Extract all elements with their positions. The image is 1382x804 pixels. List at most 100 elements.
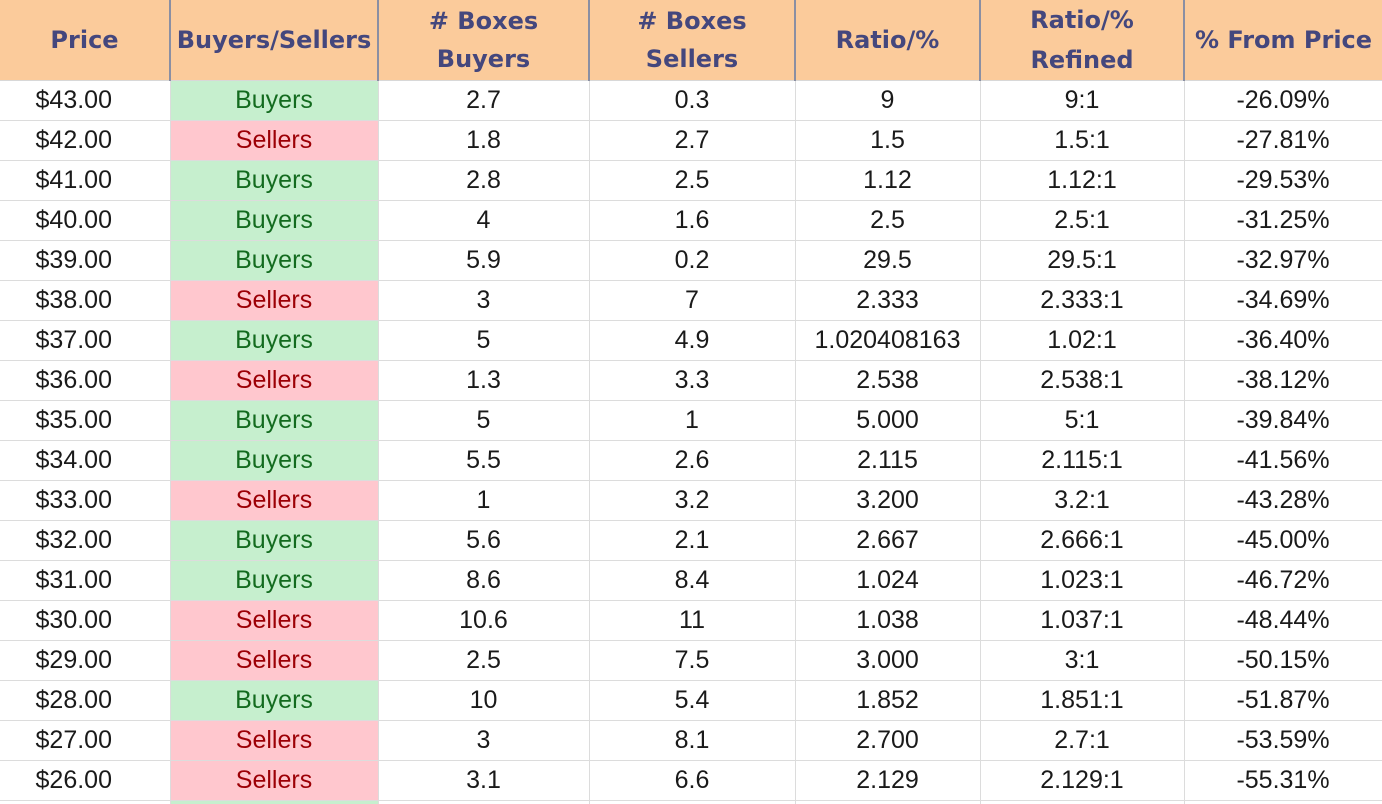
price-cell[interactable]: $42.00 <box>0 120 171 161</box>
from-price-cell[interactable]: -45.00% <box>1184 520 1382 561</box>
from-price-cell[interactable]: -36.40% <box>1184 320 1382 361</box>
side-cell[interactable]: Sellers <box>170 640 379 681</box>
ratio-cell[interactable]: 1.12 <box>795 160 981 201</box>
boxes-buyers-cell[interactable]: 2.8 <box>378 160 590 201</box>
price-cell[interactable]: $30.00 <box>0 600 171 641</box>
ratio-cell[interactable]: 1.024 <box>795 560 981 601</box>
side-cell[interactable]: Buyers <box>170 160 379 201</box>
price-cell[interactable]: $27.00 <box>0 720 171 761</box>
price-cell[interactable]: $28.00 <box>0 680 171 721</box>
boxes-sellers-cell[interactable]: 1 <box>589 400 796 441</box>
ratio-cell[interactable]: 2.115 <box>795 440 981 481</box>
from-price-cell[interactable]: -27.81% <box>1184 120 1382 161</box>
boxes-buyers-cell[interactable]: 2.5 <box>378 640 590 681</box>
ratio-cell[interactable]: 3.200 <box>795 480 981 521</box>
ratio-cell[interactable]: 2.129 <box>795 760 981 801</box>
from-price-cell[interactable]: -41.56% <box>1184 440 1382 481</box>
ratio-refined-cell[interactable]: 1.5:1 <box>980 120 1185 161</box>
header-boxes-buyers[interactable]: # Boxes Buyers <box>378 0 590 81</box>
ratio-refined-cell[interactable]: 1.02:1 <box>980 320 1185 361</box>
price-cell[interactable]: $41.00 <box>0 160 171 201</box>
boxes-buyers-cell[interactable]: 10 <box>378 680 590 721</box>
boxes-sellers-cell[interactable]: 7 <box>589 280 796 321</box>
price-cell[interactable]: $39.00 <box>0 240 171 281</box>
boxes-buyers-cell[interactable]: 5 <box>378 400 590 441</box>
ratio-refined-cell[interactable]: 3:1 <box>980 640 1185 681</box>
side-cell[interactable]: Sellers <box>170 120 379 161</box>
boxes-buyers-cell[interactable]: 1.3 <box>378 360 590 401</box>
boxes-sellers-cell[interactable]: 2.7 <box>589 120 796 161</box>
ratio-refined-cell[interactable]: 1.12:1 <box>980 160 1185 201</box>
boxes-buyers-cell[interactable]: 8.6 <box>378 560 590 601</box>
price-cell[interactable]: $38.00 <box>0 280 171 321</box>
price-cell[interactable]: $31.00 <box>0 560 171 601</box>
from-price-cell[interactable]: -31.25% <box>1184 200 1382 241</box>
boxes-sellers-cell[interactable]: 4.9 <box>589 320 796 361</box>
boxes-buyers-cell[interactable]: 4 <box>378 200 590 241</box>
header-from-price[interactable]: % From Price <box>1184 0 1382 81</box>
side-cell[interactable]: Buyers <box>170 560 379 601</box>
side-cell[interactable]: Sellers <box>170 600 379 641</box>
boxes-buyers-cell[interactable]: 5.5 <box>378 440 590 481</box>
price-cell[interactable]: $37.00 <box>0 320 171 361</box>
ratio-cell[interactable]: 9 <box>795 80 981 121</box>
ratio-refined-cell[interactable]: 2.129:1 <box>980 760 1185 801</box>
ratio-refined-cell[interactable]: 2.7:1 <box>980 720 1185 761</box>
side-cell[interactable]: Buyers <box>170 520 379 561</box>
from-price-cell[interactable]: -50.15% <box>1184 640 1382 681</box>
boxes-sellers-cell[interactable]: 0.3 <box>589 80 796 121</box>
side-cell[interactable]: Sellers <box>170 280 379 321</box>
from-price-cell[interactable]: -55.31% <box>1184 760 1382 801</box>
boxes-buyers-cell[interactable]: 10.6 <box>378 600 590 641</box>
ratio-refined-cell[interactable]: 5:1 <box>980 400 1185 441</box>
ratio-refined-cell[interactable]: 2.5:1 <box>980 200 1185 241</box>
price-cell[interactable]: $32.00 <box>0 520 171 561</box>
side-cell[interactable]: Buyers <box>170 400 379 441</box>
boxes-buyers-cell[interactable]: 2.7 <box>378 80 590 121</box>
from-price-cell[interactable]: -29.53% <box>1184 160 1382 201</box>
price-cell[interactable]: $34.00 <box>0 440 171 481</box>
side-cell[interactable]: Sellers <box>170 760 379 801</box>
ratio-cell[interactable]: 29.5 <box>795 240 981 281</box>
price-cell[interactable]: $33.00 <box>0 480 171 521</box>
ratio-cell[interactable]: 1.020408163 <box>795 320 981 361</box>
from-price-cell[interactable]: -48.44% <box>1184 600 1382 641</box>
side-cell[interactable]: Sellers <box>170 720 379 761</box>
boxes-buyers-cell[interactable]: 3 <box>378 720 590 761</box>
boxes-sellers-cell[interactable]: 2.5 <box>589 160 796 201</box>
from-price-cell[interactable]: -53.59% <box>1184 720 1382 761</box>
boxes-sellers-cell[interactable]: 1.6 <box>589 200 796 241</box>
side-cell[interactable]: Sellers <box>170 480 379 521</box>
ratio-cell[interactable]: 2.700 <box>795 720 981 761</box>
ratio-refined-cell[interactable]: 9:1 <box>980 80 1185 121</box>
header-boxes-sellers[interactable]: # Boxes Sellers <box>589 0 796 81</box>
boxes-buyers-cell[interactable]: 1 <box>378 480 590 521</box>
side-cell[interactable]: Buyers <box>170 200 379 241</box>
from-price-cell[interactable]: -38.12% <box>1184 360 1382 401</box>
ratio-cell[interactable]: 1.5 <box>795 120 981 161</box>
boxes-sellers-cell[interactable]: 3.2 <box>589 480 796 521</box>
from-price-cell[interactable]: -34.69% <box>1184 280 1382 321</box>
price-cell[interactable]: $35.00 <box>0 400 171 441</box>
ratio-cell[interactable]: 2.667 <box>795 520 981 561</box>
boxes-buyers-cell[interactable]: 5.6 <box>378 520 590 561</box>
ratio-cell[interactable]: 1.038 <box>795 600 981 641</box>
ratio-refined-cell[interactable]: 1.023:1 <box>980 560 1185 601</box>
boxes-buyers-cell[interactable]: 5 <box>378 320 590 361</box>
ratio-cell[interactable]: 1.852 <box>795 680 981 721</box>
ratio-refined-cell[interactable]: 1.851:1 <box>980 680 1185 721</box>
boxes-sellers-cell[interactable]: 2.1 <box>589 520 796 561</box>
boxes-sellers-cell[interactable]: 5.4 <box>589 680 796 721</box>
boxes-sellers-cell[interactable]: 0.2 <box>589 240 796 281</box>
ratio-refined-cell[interactable]: 2.333:1 <box>980 280 1185 321</box>
ratio-refined-cell[interactable]: 29.5:1 <box>980 240 1185 281</box>
boxes-buyers-cell[interactable]: 1.8 <box>378 120 590 161</box>
from-price-cell[interactable]: -32.97% <box>1184 240 1382 281</box>
side-cell[interactable]: Sellers <box>170 360 379 401</box>
boxes-sellers-cell[interactable]: 11 <box>589 600 796 641</box>
ratio-refined-cell[interactable]: 3.2:1 <box>980 480 1185 521</box>
header-ratio-refined[interactable]: Ratio/% Refined <box>980 0 1185 81</box>
ratio-refined-cell[interactable]: 1.037:1 <box>980 600 1185 641</box>
side-cell[interactable]: Buyers <box>170 440 379 481</box>
side-cell[interactable]: Buyers <box>170 680 379 721</box>
